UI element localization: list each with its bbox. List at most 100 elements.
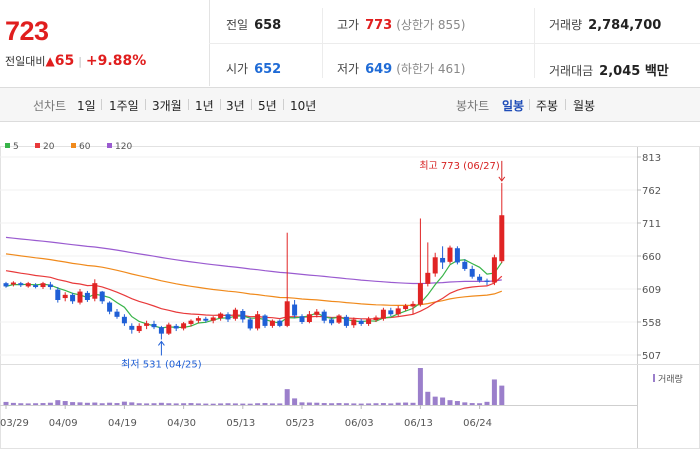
low-arrow-head bbox=[158, 340, 165, 346]
volume-bar bbox=[62, 401, 68, 405]
candle-body bbox=[477, 276, 483, 281]
period-3y-button[interactable]: 3년 bbox=[226, 99, 245, 113]
change-label: 전일대비 bbox=[5, 55, 46, 68]
x-tick-label: 06/03 bbox=[345, 418, 374, 429]
volume-bar bbox=[225, 403, 231, 405]
candle-body bbox=[84, 292, 90, 300]
candle-body bbox=[92, 283, 98, 299]
candle-body bbox=[314, 311, 320, 315]
legend-label: 20 bbox=[43, 142, 55, 152]
candlestick-chart[interactable]: 5 20 60 120 813 762 711 660 609 558 507 03/29 04/09 0… bbox=[0, 121, 700, 450]
legend-label: 120 bbox=[115, 142, 132, 152]
period-1y-button[interactable]: 1년 bbox=[195, 99, 214, 113]
volume-bar bbox=[188, 403, 194, 405]
volume-bar bbox=[440, 397, 446, 405]
candle-body bbox=[299, 316, 305, 322]
volume-bar bbox=[336, 403, 342, 405]
candle-body bbox=[70, 294, 76, 302]
candle-body bbox=[99, 291, 105, 302]
toolbar-divider bbox=[220, 99, 221, 110]
candle-body bbox=[255, 314, 261, 329]
candle-body bbox=[432, 257, 438, 274]
period-3m-button[interactable]: 3개월 bbox=[152, 99, 182, 113]
candle-body bbox=[462, 261, 468, 269]
period-1d-button[interactable]: 1일 bbox=[77, 99, 96, 113]
volume-bar bbox=[10, 402, 16, 405]
candle-body bbox=[129, 325, 135, 330]
stat-label: 저가 bbox=[337, 62, 360, 76]
stat-value: 658 bbox=[254, 18, 282, 33]
candle-weekly-button[interactable]: 주봉 bbox=[536, 99, 559, 113]
candle-body bbox=[491, 257, 497, 283]
candle-body bbox=[351, 319, 357, 326]
volume-legend-swatch bbox=[653, 374, 655, 382]
volume-bar bbox=[432, 396, 438, 405]
chart-frame bbox=[0, 146, 700, 449]
period-1w-button[interactable]: 1주일 bbox=[109, 99, 139, 113]
candle-body bbox=[210, 317, 216, 321]
x-tick-label: 04/09 bbox=[49, 418, 78, 429]
volume-bar bbox=[144, 403, 150, 405]
volume-bar bbox=[3, 401, 9, 405]
stats-divider bbox=[534, 8, 535, 78]
candle-body bbox=[121, 316, 127, 324]
candle-body bbox=[388, 310, 394, 315]
toolbar-divider bbox=[529, 99, 530, 110]
volume-bar bbox=[343, 403, 349, 405]
period-10y-button[interactable]: 10년 bbox=[290, 99, 317, 113]
volume-bar bbox=[136, 403, 142, 405]
volume-bar bbox=[269, 403, 275, 405]
legend-label: 5 bbox=[13, 142, 19, 152]
line-chart-label: 선차트 bbox=[33, 99, 67, 113]
divider: | bbox=[78, 55, 82, 68]
stat-label: 거래량 bbox=[549, 18, 583, 32]
candle-body bbox=[395, 308, 401, 315]
volume-bar bbox=[195, 403, 201, 405]
volume-bar bbox=[203, 403, 209, 405]
candle-monthly-button[interactable]: 월봉 bbox=[573, 99, 596, 113]
toolbar-divider bbox=[145, 99, 146, 110]
upper-limit: (상한가 855) bbox=[396, 18, 466, 32]
volume-legend-label: 거래량 bbox=[658, 373, 683, 385]
candle-body bbox=[40, 283, 46, 288]
candle-body bbox=[284, 301, 290, 326]
lower-limit: (하한가 461) bbox=[396, 62, 466, 76]
candle-body bbox=[469, 268, 475, 277]
candle-daily-button[interactable]: 일봉 bbox=[502, 99, 525, 113]
candle-body bbox=[329, 319, 335, 324]
stat-value: 2,045 백만 bbox=[599, 64, 669, 79]
candle-body bbox=[425, 272, 431, 284]
candle-body bbox=[225, 314, 231, 320]
volume-bar bbox=[351, 403, 357, 405]
volume-bar bbox=[181, 403, 187, 405]
volume-bar bbox=[358, 403, 364, 405]
volume-bar bbox=[232, 403, 238, 405]
period-5y-button[interactable]: 5년 bbox=[258, 99, 277, 113]
high-arrow-head bbox=[498, 176, 506, 182]
candle-body bbox=[440, 257, 446, 263]
volume-bar bbox=[462, 402, 468, 405]
volume-bar bbox=[33, 403, 39, 405]
legend-label: 60 bbox=[79, 142, 91, 152]
volume-bar bbox=[306, 402, 312, 405]
candle-body bbox=[136, 325, 142, 332]
candle-body bbox=[269, 320, 275, 326]
toolbar-divider bbox=[251, 99, 252, 110]
legend-swatch bbox=[35, 143, 40, 148]
stats-divider bbox=[209, 43, 700, 44]
candle-body bbox=[195, 318, 201, 321]
candle-body bbox=[366, 319, 372, 324]
volume-bar bbox=[292, 398, 298, 405]
volume-bar bbox=[99, 403, 105, 405]
candle-body bbox=[107, 302, 113, 312]
volume-bar bbox=[158, 402, 164, 405]
candle-body bbox=[151, 323, 157, 328]
candle-body bbox=[77, 291, 83, 303]
x-tick-label: 03/29 bbox=[0, 418, 29, 429]
volume-bar bbox=[329, 403, 335, 405]
stat-label: 고가 bbox=[337, 18, 360, 32]
candle-body bbox=[47, 284, 53, 288]
candle-body bbox=[10, 282, 16, 285]
volume-bar bbox=[447, 400, 453, 405]
x-tick-label: 04/19 bbox=[108, 418, 137, 429]
